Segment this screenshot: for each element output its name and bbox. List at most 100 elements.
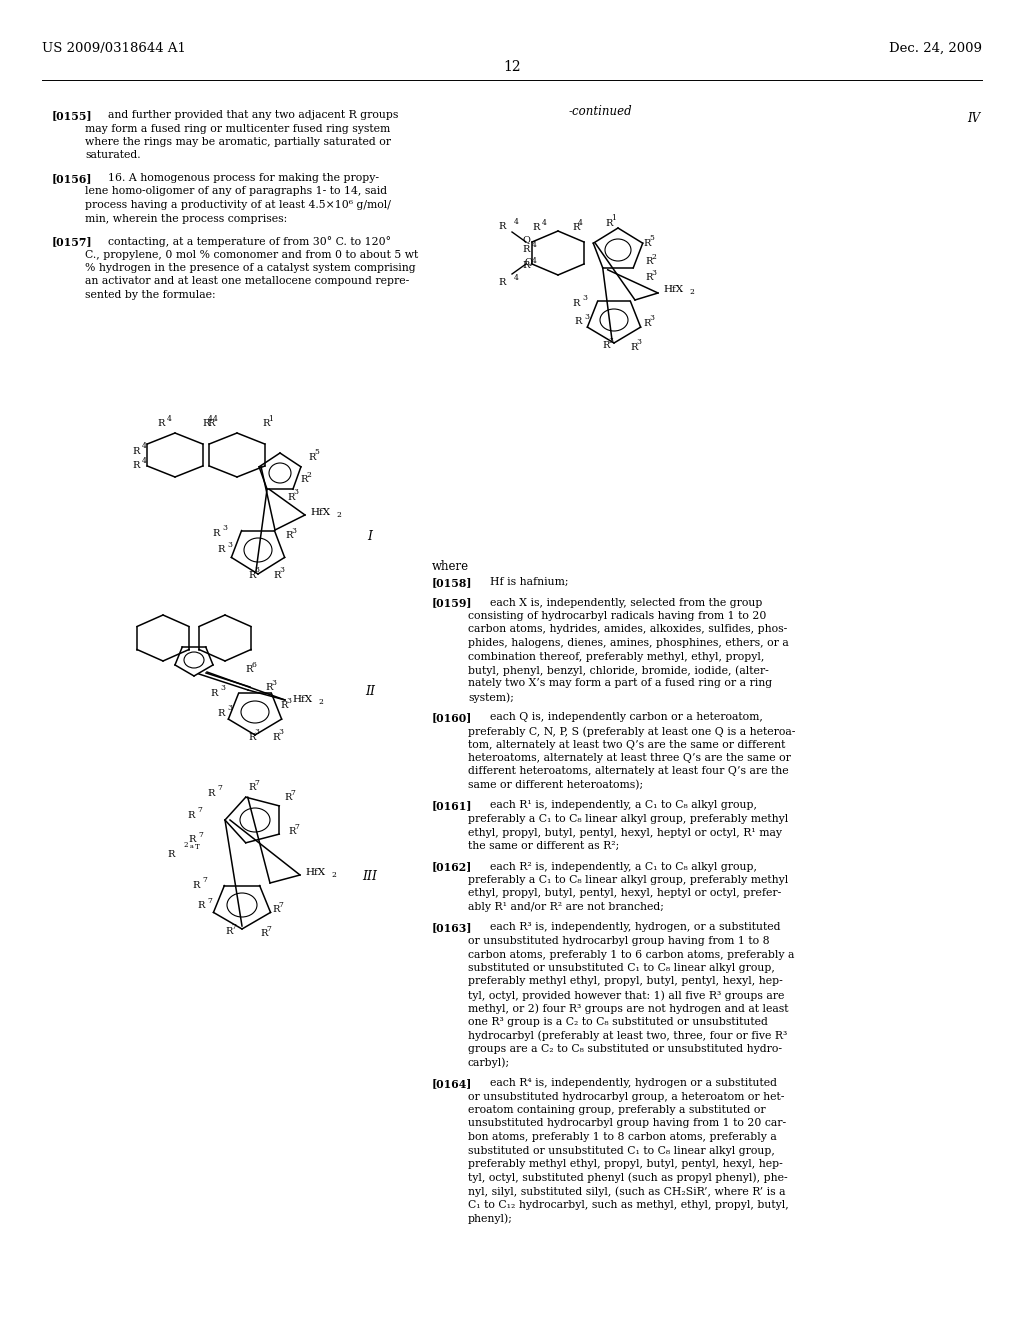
Text: R: R — [207, 420, 214, 429]
Text: sented by the formulae:: sented by the formulae: — [85, 290, 216, 300]
Text: tyl, octyl, provided however that: 1) all five R³ groups are: tyl, octyl, provided however that: 1) al… — [468, 990, 784, 1001]
Text: nately two X’s may form a part of a fused ring or a ring: nately two X’s may form a part of a fuse… — [468, 678, 772, 689]
Text: 3: 3 — [651, 269, 656, 277]
Text: nyl, silyl, substituted silyl, (such as CH₂SiR’, where R’ is a: nyl, silyl, substituted silyl, (such as … — [468, 1185, 785, 1196]
Text: combination thereof, preferably methyl, ethyl, propyl,: combination thereof, preferably methyl, … — [468, 652, 764, 661]
Text: 7: 7 — [278, 902, 283, 909]
Text: -continued: -continued — [568, 106, 632, 117]
Text: substituted or unsubstituted C₁ to C₈ linear alkyl group,: substituted or unsubstituted C₁ to C₈ li… — [468, 964, 775, 973]
Text: system);: system); — [468, 692, 514, 702]
Text: R: R — [260, 929, 267, 939]
Text: lene homo-oligomer of any of paragraphs 1- to 14, said: lene homo-oligomer of any of paragraphs … — [85, 186, 387, 197]
Text: different heteroatoms, alternately at least four Q’s are the: different heteroatoms, alternately at le… — [468, 767, 788, 776]
Text: phenyl);: phenyl); — [468, 1213, 513, 1224]
Text: 2: 2 — [318, 698, 323, 706]
Text: R: R — [643, 318, 650, 327]
Text: where the rings may be aromatic, partially saturated or: where the rings may be aromatic, partial… — [85, 137, 391, 147]
Text: R: R — [193, 880, 200, 890]
Text: carbon atoms, hydrides, amides, alkoxides, sulfides, phos-: carbon atoms, hydrides, amides, alkoxide… — [468, 624, 787, 635]
Text: R: R — [308, 453, 315, 462]
Text: R: R — [499, 222, 506, 231]
Text: R: R — [645, 257, 652, 267]
Text: [0157]: [0157] — [52, 236, 92, 247]
Text: a: a — [190, 845, 194, 850]
Text: 7: 7 — [198, 832, 203, 840]
Text: ethyl, propyl, butyl, pentyl, hexyl, heptyl or octyl, R¹ may: ethyl, propyl, butyl, pentyl, hexyl, hep… — [468, 828, 782, 837]
Text: unsubstituted hydrocarbyl group having from 1 to 20 car-: unsubstituted hydrocarbyl group having f… — [468, 1118, 786, 1129]
Text: preferably methyl ethyl, propyl, butyl, pentyl, hexyl, hep-: preferably methyl ethyl, propyl, butyl, … — [468, 977, 782, 986]
Text: HfX: HfX — [305, 869, 326, 876]
Text: R: R — [245, 665, 252, 675]
Text: HfX: HfX — [663, 285, 683, 294]
Text: R: R — [285, 532, 293, 540]
Text: R: R — [288, 828, 295, 837]
Text: each R³ is, independently, hydrogen, or a substituted: each R³ is, independently, hydrogen, or … — [490, 923, 780, 932]
Text: R: R — [202, 420, 209, 429]
Text: R: R — [284, 793, 292, 803]
Text: methyl, or 2) four R³ groups are not hydrogen and at least: methyl, or 2) four R³ groups are not hyd… — [468, 1003, 788, 1014]
Text: 2: 2 — [689, 288, 694, 296]
Text: heteroatoms, alternately at least three Q’s are the same or: heteroatoms, alternately at least three … — [468, 752, 791, 763]
Text: II: II — [365, 685, 375, 698]
Text: 3: 3 — [222, 524, 227, 532]
Text: 4: 4 — [578, 219, 583, 227]
Text: preferably a C₁ to C₈ linear alkyl group, preferably methyl: preferably a C₁ to C₈ linear alkyl group… — [468, 814, 788, 824]
Text: preferably C, N, P, S (preferably at least one Q is a heteroa-: preferably C, N, P, S (preferably at lea… — [468, 726, 796, 737]
Text: R: R — [572, 298, 580, 308]
Text: 5: 5 — [649, 234, 654, 242]
Text: 3: 3 — [279, 566, 284, 574]
Text: R: R — [262, 420, 269, 429]
Text: R: R — [248, 784, 255, 792]
Text: 3: 3 — [636, 338, 641, 346]
Text: 2: 2 — [651, 253, 656, 261]
Text: 16. A homogenous process for making the propy-: 16. A homogenous process for making the … — [108, 173, 379, 183]
Text: [0161]: [0161] — [432, 800, 472, 812]
Text: [0162]: [0162] — [432, 862, 472, 873]
Text: [0158]: [0158] — [432, 577, 472, 587]
Text: HfX: HfX — [292, 696, 312, 704]
Text: HfX: HfX — [310, 508, 330, 517]
Text: contacting, at a temperature of from 30° C. to 120°: contacting, at a temperature of from 30°… — [108, 236, 391, 247]
Text: [0164]: [0164] — [432, 1078, 472, 1089]
Text: R: R — [602, 342, 609, 351]
Text: min, wherein the process comprises:: min, wherein the process comprises: — [85, 214, 288, 223]
Text: R: R — [272, 733, 280, 742]
Text: R: R — [643, 239, 650, 248]
Text: phides, halogens, dienes, amines, phosphines, ethers, or a: phides, halogens, dienes, amines, phosph… — [468, 638, 788, 648]
Text: R: R — [248, 733, 255, 742]
Text: 4: 4 — [142, 457, 146, 465]
Text: 7: 7 — [266, 925, 271, 933]
Text: 7: 7 — [202, 876, 207, 884]
Text: carbon atoms, preferably 1 to 6 carbon atoms, preferably a: carbon atoms, preferably 1 to 6 carbon a… — [468, 949, 795, 960]
Text: tyl, octyl, substituted phenyl (such as propyl phenyl), phe-: tyl, octyl, substituted phenyl (such as … — [468, 1172, 787, 1183]
Text: 3: 3 — [649, 314, 654, 322]
Text: IV: IV — [967, 112, 980, 125]
Text: 3: 3 — [582, 294, 587, 302]
Text: 7: 7 — [231, 923, 236, 931]
Text: R: R — [188, 836, 196, 845]
Text: 4: 4 — [142, 442, 146, 450]
Text: [0163]: [0163] — [432, 923, 472, 933]
Text: Dec. 24, 2009: Dec. 24, 2009 — [889, 42, 982, 55]
Text: R: R — [522, 246, 530, 255]
Text: 12: 12 — [503, 59, 521, 74]
Text: R: R — [133, 446, 140, 455]
Text: [0160]: [0160] — [432, 713, 472, 723]
Text: I: I — [368, 531, 373, 543]
Text: C., propylene, 0 mol % comonomer and from 0 to about 5 wt: C., propylene, 0 mol % comonomer and fro… — [85, 249, 418, 260]
Text: 1: 1 — [268, 414, 272, 422]
Text: R: R — [133, 462, 140, 470]
Text: 3: 3 — [271, 678, 276, 686]
Text: 7: 7 — [197, 807, 202, 814]
Text: 4: 4 — [208, 414, 213, 422]
Text: R: R — [248, 570, 255, 579]
Text: 4: 4 — [542, 219, 547, 227]
Text: 3: 3 — [291, 527, 296, 535]
Text: 6: 6 — [251, 661, 256, 669]
Text: R: R — [213, 528, 220, 537]
Text: the same or different as R²;: the same or different as R²; — [468, 841, 620, 851]
Text: 7: 7 — [294, 822, 299, 832]
Text: and further provided that any two adjacent R groups: and further provided that any two adjace… — [108, 110, 398, 120]
Text: 2: 2 — [183, 841, 187, 849]
Text: R: R — [225, 928, 232, 936]
